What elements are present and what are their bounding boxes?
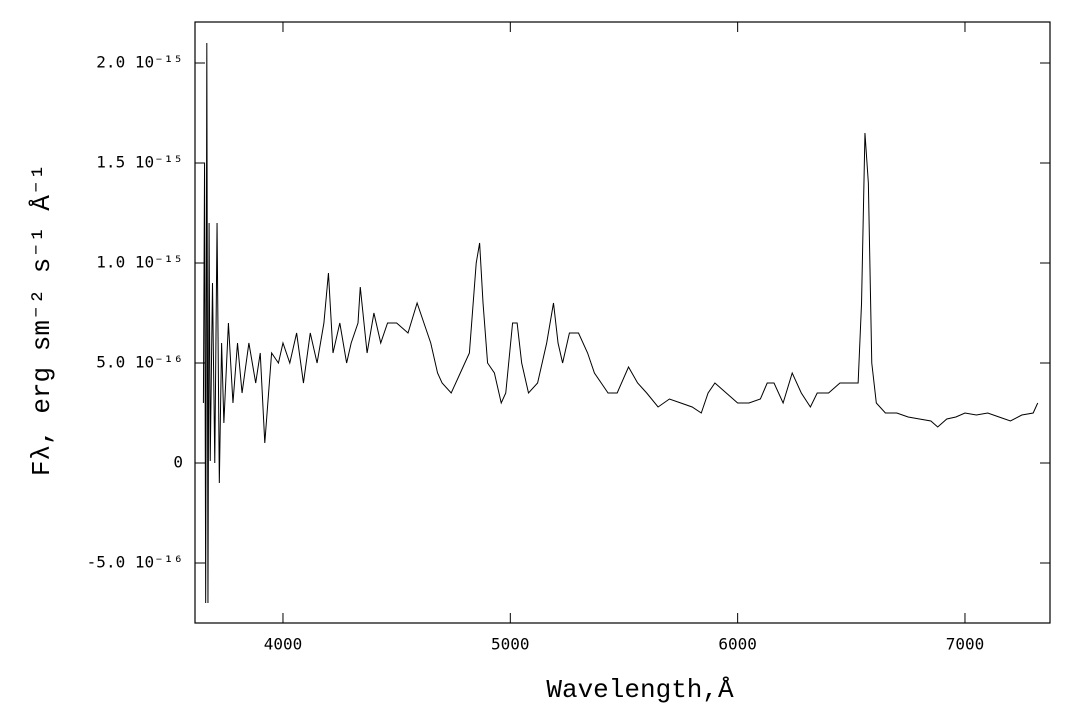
x-tick-label: 6000 (718, 635, 757, 654)
y-tick-label: 0 (173, 453, 183, 472)
x-axis-title: Wavelength,Å (546, 675, 734, 705)
x-tick-label: 4000 (264, 635, 303, 654)
plot-frame (194, 21, 1051, 624)
y-tick-label: 2.0 10⁻¹⁵ (96, 53, 183, 72)
y-tick-label: -5.0 10⁻¹⁶ (87, 553, 183, 572)
y-tick-label: 5.0 10⁻¹⁶ (96, 353, 183, 372)
x-tick-label: 7000 (946, 635, 985, 654)
y-tick-label: 1.0 10⁻¹⁵ (96, 253, 183, 272)
spectrum-line (202, 42, 1039, 604)
x-tick-label: 5000 (491, 635, 530, 654)
y-tick-label: 1.5 10⁻¹⁵ (96, 153, 183, 172)
y-axis-title: Fλ, erg sm⁻² s⁻¹ Å⁻¹ (27, 164, 57, 476)
